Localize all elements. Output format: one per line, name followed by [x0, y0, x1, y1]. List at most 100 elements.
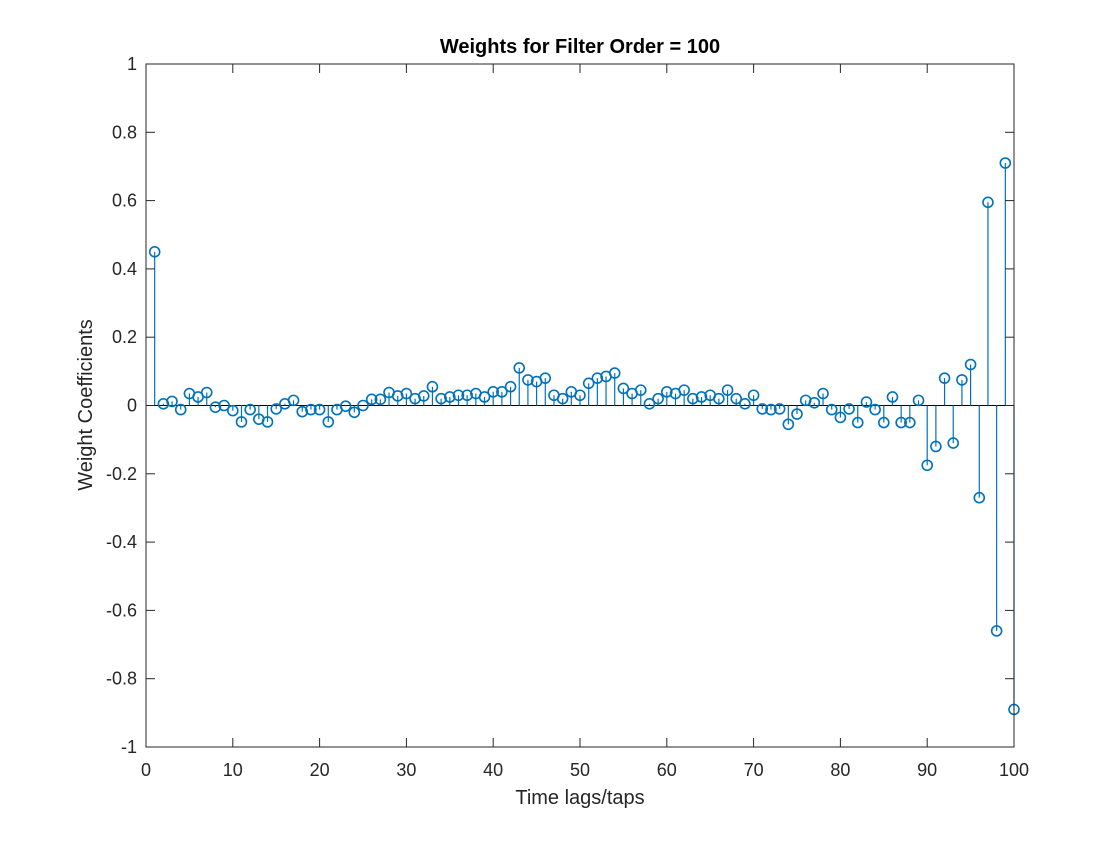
stem-marker: [869, 403, 881, 416]
stem-marker: [634, 384, 647, 396]
stem-marker: [582, 377, 595, 390]
stem-marker: [166, 395, 178, 408]
x-tick-label: 40: [483, 760, 503, 780]
stem-marker: [877, 416, 890, 429]
stem-marker: [791, 408, 803, 420]
stem-marker: [851, 416, 864, 429]
stem-marker: [443, 391, 456, 403]
stem-marker: [478, 391, 491, 403]
stem-marker: [270, 403, 283, 415]
y-axis-label: Weight Coefficients: [75, 319, 97, 491]
stem-marker: [782, 418, 795, 431]
stem-marker: [660, 386, 673, 398]
stem-marker: [617, 382, 630, 395]
stem-marker: [947, 437, 960, 449]
stem-marker: [200, 386, 213, 399]
stem-marker: [496, 386, 508, 398]
y-tick-labels: -1 -0.8 -0.6 -0.4 -0.2 0 0.2 0.4 0.6 0.8 1: [106, 54, 137, 757]
stem-marker: [973, 491, 986, 504]
stem-marker: [921, 459, 934, 472]
stem-marker: [843, 403, 855, 415]
stem-marker: [990, 625, 1003, 637]
stem-series: [146, 163, 1015, 710]
stem-marker: [860, 396, 873, 408]
stem-marker: [834, 411, 847, 424]
stem-marker: [504, 380, 517, 393]
stem-marker: [339, 400, 352, 412]
y-tick-label: 0.2: [112, 327, 137, 347]
stem-marker: [825, 403, 838, 416]
stem-marker: [435, 392, 447, 405]
stem-marker: [730, 392, 743, 405]
stem-marker: [522, 374, 534, 386]
stem-marker: [313, 403, 326, 416]
stem-marker: [148, 246, 161, 258]
stem-marker: [374, 393, 387, 406]
x-tick-label: 60: [657, 760, 677, 780]
stem-marker: [964, 358, 977, 371]
axes: [145, 63, 1015, 748]
x-tick-label: 100: [999, 760, 1029, 780]
stem-marker: [886, 391, 899, 403]
stem-marker: [287, 394, 300, 407]
y-tick-label: 0.8: [112, 122, 137, 142]
y-tick-label: -0.8: [106, 669, 137, 689]
stem-marker: [713, 392, 725, 405]
stem-marker: [348, 406, 361, 419]
stem-marker: [174, 403, 187, 416]
stem-marker: [365, 393, 378, 406]
stem-marker: [999, 157, 1012, 169]
y-tick-label: 0.6: [112, 191, 137, 211]
stem-marker: [817, 387, 829, 400]
x-tick-label: 90: [917, 760, 937, 780]
stem-marker: [426, 380, 439, 393]
marker-series: [148, 157, 1020, 716]
stem-marker: [721, 384, 734, 396]
y-tick-label: 1: [127, 54, 137, 74]
stem-marker: [209, 401, 222, 414]
stem-marker: [591, 372, 604, 384]
chart-title: Weights for Filter Order = 100: [440, 36, 720, 58]
stem-marker: [322, 416, 335, 428]
stem-marker: [513, 362, 526, 374]
stem-marker: [305, 403, 317, 416]
y-tick-label: -0.6: [106, 600, 137, 620]
y-tick-label: -0.2: [106, 464, 137, 484]
x-tick-label: 20: [310, 760, 330, 780]
stem-marker: [687, 392, 699, 405]
y-tick-label: 0.4: [112, 259, 137, 279]
stem-marker: [808, 396, 821, 409]
stem-marker: [930, 440, 942, 453]
x-tick-label: 80: [830, 760, 850, 780]
x-tick-label: 50: [570, 760, 590, 780]
x-tick-label: 10: [223, 760, 243, 780]
y-tick-label: -1: [121, 737, 137, 757]
stem-marker: [261, 416, 274, 428]
y-tick-label: -0.4: [106, 532, 137, 552]
stem-marker: [244, 403, 256, 416]
stem-marker: [739, 397, 751, 410]
stem-marker: [608, 367, 621, 379]
stem-marker: [452, 389, 465, 402]
x-tick-label: 0: [141, 760, 151, 780]
stem-marker: [539, 372, 552, 384]
stem-marker: [357, 399, 369, 412]
stem-marker: [904, 416, 916, 429]
stem-marker: [756, 403, 769, 415]
x-tick-label: 30: [396, 760, 416, 780]
stem-marker: [895, 416, 907, 429]
stem-marker: [487, 386, 500, 398]
stem-marker: [643, 397, 656, 410]
stem-marker: [982, 196, 994, 209]
stem-marker: [695, 391, 708, 403]
x-tick-label: 70: [744, 760, 764, 780]
stem-marker: [574, 389, 586, 402]
stem-marker: [773, 403, 786, 415]
x-axis-label: Time lags/taps: [515, 787, 644, 809]
stem-marker: [912, 394, 925, 407]
stem-marker: [461, 389, 473, 402]
stem-marker: [400, 387, 413, 400]
stem-marker: [218, 399, 230, 412]
